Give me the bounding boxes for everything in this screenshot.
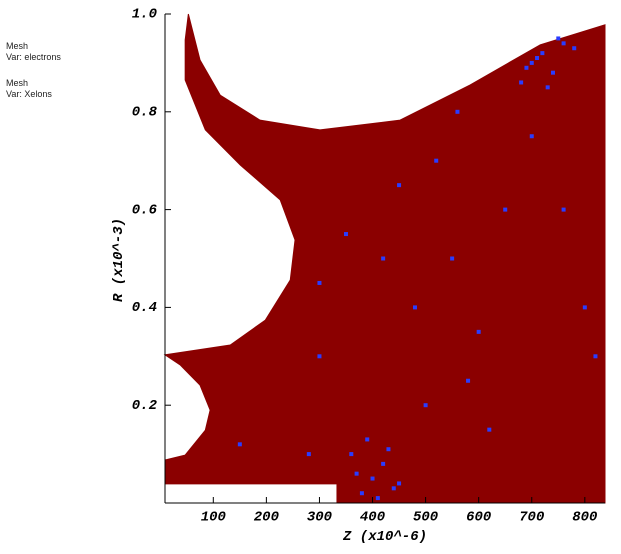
y-tick-label: 0.6 <box>132 202 158 218</box>
legend-entry: Var: electrons <box>6 52 61 62</box>
x-tick-label: 400 <box>360 510 385 526</box>
xelon-point <box>561 207 566 212</box>
x-tick-label: 300 <box>307 510 332 526</box>
xelon-point <box>381 461 386 466</box>
xelon-point <box>237 442 242 447</box>
xelon-point <box>556 36 561 41</box>
xelon-point <box>593 354 598 359</box>
legend-label: Mesh <box>6 78 28 88</box>
y-tick-label: 1.0 <box>132 7 157 23</box>
x-axis-label: Z (x10^-6) <box>342 529 427 545</box>
x-tick-label: 800 <box>572 510 597 526</box>
xelon-point <box>386 447 391 452</box>
y-tick-label: 0.2 <box>132 398 158 414</box>
y-tick-label: 0.8 <box>132 105 158 121</box>
xelon-point <box>434 158 439 163</box>
xelon-point <box>359 491 364 496</box>
xelon-point <box>545 85 550 90</box>
xelon-point <box>550 70 555 75</box>
xelon-point <box>397 481 402 486</box>
xelon-point <box>354 471 359 476</box>
xelon-point <box>375 496 380 501</box>
xelon-point <box>412 305 417 310</box>
xelon-point <box>423 403 428 408</box>
legend-label: Mesh <box>6 41 28 51</box>
xelon-point <box>487 427 492 432</box>
xelon-point <box>317 354 322 359</box>
xelon-point <box>503 207 508 212</box>
x-tick-label: 100 <box>201 510 226 526</box>
y-tick-label: 0.4 <box>132 300 157 316</box>
xelon-point <box>343 232 348 237</box>
xelon-point <box>370 476 375 481</box>
xelon-point <box>524 65 529 70</box>
x-tick-label: 600 <box>466 510 491 526</box>
xelon-point <box>519 80 524 85</box>
xelon-point <box>572 46 577 51</box>
xelon-point <box>317 280 322 285</box>
xelon-point <box>466 378 471 383</box>
x-tick-label: 700 <box>519 510 544 526</box>
xelon-point <box>381 256 386 261</box>
xelon-point <box>540 51 545 56</box>
xelon-point <box>561 41 566 46</box>
xelon-point <box>529 134 534 139</box>
x-tick-label: 200 <box>254 510 279 526</box>
xelon-point <box>306 452 311 457</box>
xelon-point <box>535 56 540 61</box>
xelon-point <box>476 329 481 334</box>
xelon-point <box>582 305 587 310</box>
xelon-point <box>365 437 370 442</box>
xelon-point <box>529 60 534 65</box>
xelon-point <box>397 183 402 188</box>
x-tick-label: 500 <box>413 510 438 526</box>
xelon-point <box>349 452 354 457</box>
y-axis-label: R (x10^-3) <box>111 218 127 302</box>
xelon-point <box>391 486 396 491</box>
xelon-point <box>455 109 460 114</box>
xelon-point <box>450 256 455 261</box>
legend-entry: Var: Xelons <box>6 89 52 99</box>
